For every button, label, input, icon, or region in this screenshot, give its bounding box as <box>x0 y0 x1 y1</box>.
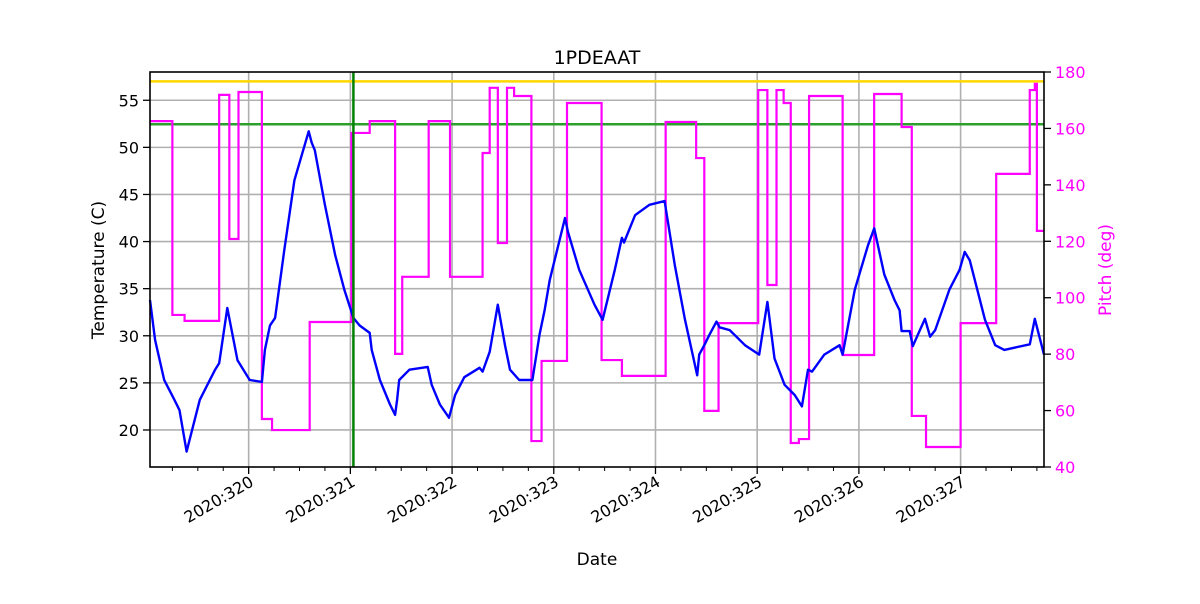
y2-tick-label: 160 <box>1055 119 1086 138</box>
y-tick-label: 45 <box>119 185 139 204</box>
y-axis-label: Temperature (C) <box>89 201 109 340</box>
y-tick-label: 25 <box>119 374 139 393</box>
temperature-series-line <box>148 130 1046 453</box>
y-tick-label: 55 <box>119 91 139 110</box>
y2-tick-label: 40 <box>1055 458 1075 477</box>
chart-title: 1PDEAAT <box>554 47 641 69</box>
y-tick-label: 20 <box>119 421 139 440</box>
y2-tick-label: 180 <box>1055 63 1086 82</box>
y2-tick-label: 80 <box>1055 345 1075 364</box>
y2-tick-label: 100 <box>1055 289 1086 308</box>
x-axis-label: Date <box>577 550 618 570</box>
y2-tick-label: 60 <box>1055 402 1075 421</box>
y-tick-label: 35 <box>119 280 139 299</box>
plot-frame <box>149 71 1045 468</box>
y-tick-label: 30 <box>119 327 139 346</box>
y2-tick-label: 140 <box>1055 176 1086 195</box>
y-tick-label: 50 <box>119 138 139 157</box>
y2-tick-label: 120 <box>1055 232 1086 251</box>
pitch-series-line <box>150 82 1044 449</box>
y-tick-label: 40 <box>119 233 139 252</box>
series-layer <box>148 72 1046 467</box>
y2-axis-label: Pitch (deg) <box>1096 224 1116 316</box>
